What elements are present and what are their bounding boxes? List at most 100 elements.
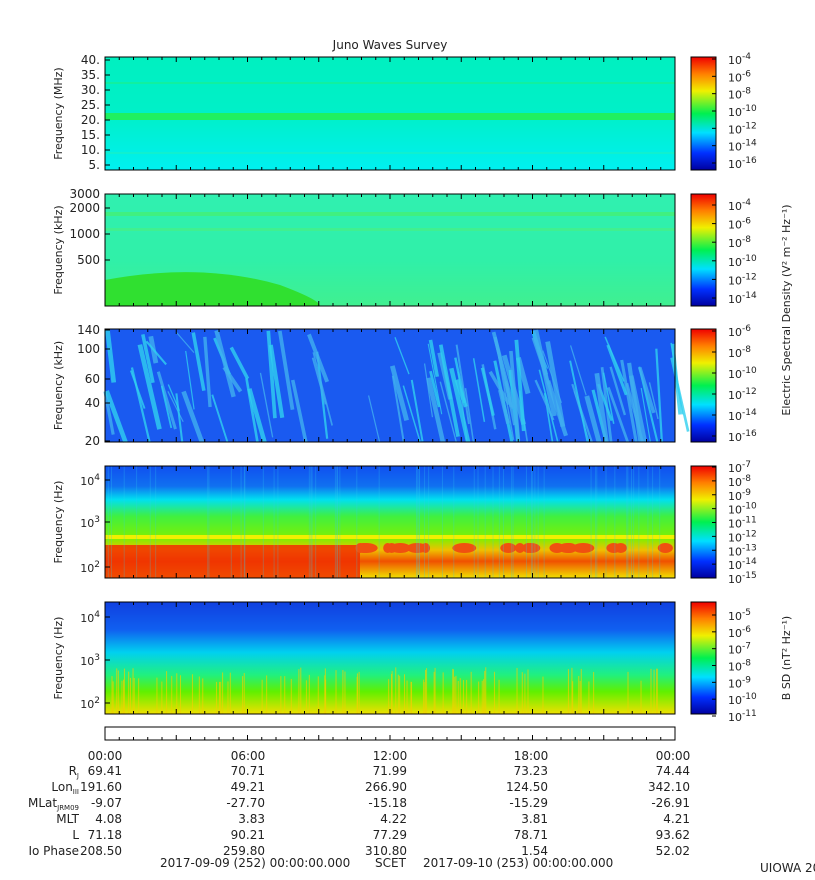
colorbar (690, 465, 717, 579)
colorbar-label-base: 10 (728, 644, 742, 657)
emission-band (105, 535, 675, 539)
emission-streak (160, 385, 173, 429)
colorbar-label-exp: -11 (742, 516, 757, 526)
colorbar-label-exp: -6 (742, 217, 751, 227)
ephemeris-value: 90.21 (231, 828, 265, 842)
emission-region (105, 545, 360, 578)
ephemeris-value: 310.80 (365, 844, 407, 858)
emission-streak (391, 375, 405, 443)
ephemeris-value: 73.23 (514, 764, 548, 778)
emission-streak (145, 340, 167, 366)
colorbar-label-exp: -5 (742, 608, 751, 618)
ephemeris-label: LonIII (51, 780, 79, 796)
emission-streak (472, 358, 486, 422)
emission-streak (607, 386, 629, 443)
ephemeris-value: -27.70 (226, 796, 265, 810)
emission-spot (522, 543, 533, 553)
colorbar-label-base: 10 (728, 123, 742, 136)
emission-streak (627, 362, 643, 443)
colorbar (690, 328, 717, 443)
ephemeris-value: 69.41 (88, 764, 122, 778)
y-tick-label: 5. (89, 158, 100, 172)
y-tick-label-base: 10 (80, 562, 94, 575)
colorbar-label: 10-12 (728, 121, 757, 136)
emission-streak (534, 379, 555, 421)
y-axis-label: Frequency (kHz) (52, 341, 65, 430)
ephemeris-name: Lon (51, 780, 72, 794)
ephemeris-value: -15.29 (509, 796, 548, 810)
colorbar-label: 10-7 (728, 642, 751, 657)
ephemeris-value: -9.07 (91, 796, 122, 810)
colorbar-label-base: 10 (728, 559, 742, 572)
y-tick-label: 15. (81, 128, 100, 142)
emission-streak (569, 360, 589, 443)
emission-streak (655, 348, 663, 443)
emission-streak (480, 367, 495, 416)
colorbar-label: 10-16 (728, 156, 757, 171)
emission-band (105, 228, 675, 231)
emission-spot (561, 543, 578, 553)
colorbar-label: 10-10 (728, 692, 757, 707)
colorbar-label-base: 10 (728, 610, 742, 623)
y-tick-label: 104 (80, 473, 100, 488)
emission-streak (640, 387, 651, 443)
colorbar-label-base: 10 (728, 106, 742, 119)
colorbar-label-base: 10 (728, 677, 742, 690)
time-label: 00:00 (656, 749, 691, 763)
colorbar-label-exp: -4 (742, 198, 751, 208)
colorbar-label: 10-6 (728, 625, 751, 640)
colorbar-label: 10-14 (728, 408, 757, 423)
emission-streak (584, 395, 602, 443)
emission-streak (428, 339, 440, 377)
title: Juno Waves Survey (332, 38, 448, 52)
colorbar-label-exp: -6 (742, 324, 751, 334)
ephemeris-value: 71.99 (373, 764, 407, 778)
emission-streak (137, 344, 162, 430)
colorbar-label: 10-8 (728, 474, 751, 489)
emission-streak (229, 346, 250, 380)
emission-streak (181, 390, 205, 443)
emission-streak (141, 334, 155, 384)
colorbar-label: 10-12 (728, 272, 757, 287)
emission-streak (423, 363, 434, 418)
colorbar-label: 10-7 (728, 460, 751, 475)
ephemeris-value: 71.18 (88, 828, 122, 842)
ephemeris-label: Io Phase (28, 844, 79, 858)
y-tick-label-base: 10 (80, 475, 94, 488)
y-tick-label: 103 (80, 515, 100, 530)
emission-streak (312, 352, 333, 426)
emission-streak (429, 370, 441, 408)
emission-streak (638, 367, 656, 414)
y-tick-label-exp: 3 (94, 515, 100, 525)
emission-spot (452, 543, 477, 553)
ephemeris-value: 70.71 (231, 764, 265, 778)
colorbar-label: 10-5 (728, 608, 751, 623)
y-tick-label: 500 (77, 253, 100, 267)
y-axis-label: Frequency (MHz) (52, 67, 65, 159)
colorbar-label: 10-9 (728, 675, 751, 690)
emission-streak (214, 330, 236, 398)
y-tick-label: 103 (80, 653, 100, 668)
emission-streak (105, 329, 117, 383)
colorbar-label-exp: -14 (742, 557, 757, 567)
emission-streak (176, 332, 195, 354)
colorbar-label-exp: -14 (742, 291, 757, 301)
y-tick-label-base: 10 (80, 517, 94, 530)
emission-streak (394, 337, 410, 375)
ephemeris-name: L (72, 828, 79, 842)
emission-streak (569, 345, 587, 396)
y-tick-label: 100 (77, 342, 100, 356)
emission-streak (156, 371, 177, 430)
emission-streak (648, 382, 659, 420)
emission-streak (426, 377, 446, 443)
colorbar-label: 10-9 (728, 488, 751, 503)
y-tick-label: 10. (81, 143, 100, 157)
colorbar-label-exp: -8 (742, 659, 751, 669)
colorbar (690, 56, 717, 171)
colorbar-label-exp: -7 (742, 642, 751, 652)
colorbar-label-exp: -10 (742, 104, 757, 114)
ephemeris-label: MLatJRM09 (28, 796, 79, 812)
colorbar-label: 10-8 (728, 659, 751, 674)
